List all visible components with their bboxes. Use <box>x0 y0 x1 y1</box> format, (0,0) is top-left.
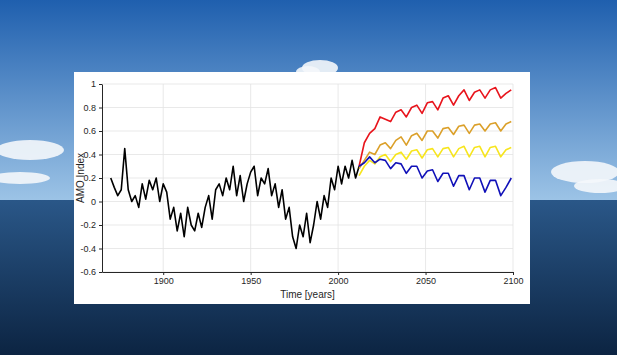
x-tick: 2050 <box>416 272 436 286</box>
y-tick: 0.4 <box>83 150 102 160</box>
y-tick: -0.4 <box>80 244 102 254</box>
grid-line-y <box>102 201 513 202</box>
x-tick-mark <box>513 272 514 275</box>
x-tick-label: 2000 <box>329 276 349 286</box>
y-axis-line <box>102 85 103 273</box>
y-tick: 0.8 <box>83 103 102 113</box>
y-tick: -0.6 <box>80 267 102 277</box>
y-axis-title: AMO Index <box>75 153 86 203</box>
cloud <box>0 140 64 160</box>
cloud <box>0 172 50 184</box>
y-tick-mark <box>99 84 102 85</box>
y-tick-label: 0.8 <box>83 103 96 113</box>
series-line <box>359 122 511 169</box>
y-tick-label: -0.6 <box>80 267 96 277</box>
y-tick-mark <box>99 202 102 203</box>
y-tick-label: 1 <box>91 79 96 89</box>
y-tick-mark <box>99 155 102 156</box>
cloud <box>574 179 617 193</box>
y-tick: 1 <box>91 79 102 89</box>
y-tick-label: -0.2 <box>80 220 96 230</box>
y-tick-label: 0 <box>91 197 96 207</box>
y-tick: 0.6 <box>83 126 102 136</box>
x-axis-title: Time [years] <box>280 289 335 300</box>
x-tick: 2100 <box>503 272 523 286</box>
y-tick-mark <box>99 225 102 226</box>
x-tick-mark <box>426 272 427 275</box>
y-tick-mark <box>99 249 102 250</box>
y-tick-mark <box>99 178 102 179</box>
x-tick: 2000 <box>329 272 349 286</box>
chart-root: 1900 1950 2000 2050 2100 -0.6 -0.4 -0.2 0 0.2 0.4 0… <box>0 0 617 355</box>
grid-line-y <box>102 178 513 179</box>
x-tick: 1900 <box>154 272 174 286</box>
y-tick-mark <box>99 131 102 132</box>
y-tick-label: -0.4 <box>80 244 96 254</box>
x-tick-label: 1900 <box>154 276 174 286</box>
series-group <box>111 88 512 249</box>
series-line <box>359 157 511 196</box>
y-tick-label: 0.6 <box>83 126 96 136</box>
grid-line-y <box>102 248 513 249</box>
grid <box>102 84 513 272</box>
x-tick-mark <box>251 272 252 275</box>
y-tick: -0.2 <box>80 220 102 230</box>
x-axis: 1900 1950 2000 2050 2100 <box>103 272 524 286</box>
y-tick: 0.2 <box>83 173 102 183</box>
x-tick-mark <box>338 272 339 275</box>
series-line <box>111 149 359 249</box>
x-tick-label: 2100 <box>503 276 523 286</box>
grid-line-y <box>102 107 513 108</box>
chart-panel <box>74 72 530 304</box>
y-tick-mark <box>99 108 102 109</box>
series-line <box>359 146 511 175</box>
x-tick-mark <box>163 272 164 275</box>
y-tick-mark <box>99 272 102 273</box>
y-tick: 0 <box>91 197 102 207</box>
x-tick-label: 1950 <box>241 276 261 286</box>
grid-line-y <box>102 84 513 85</box>
x-tick: 1950 <box>241 272 261 286</box>
x-tick-label: 2050 <box>416 276 436 286</box>
